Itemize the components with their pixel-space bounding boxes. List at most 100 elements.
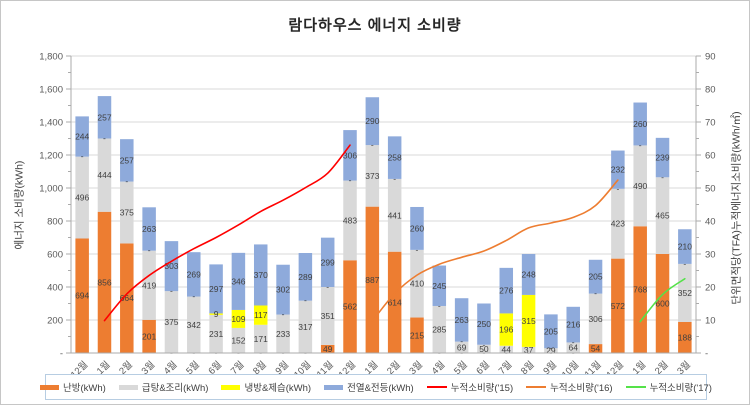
bar-value-label: 50 xyxy=(479,344,489,354)
bar-value-label: 201 xyxy=(142,331,156,341)
bar-segment xyxy=(499,267,514,314)
bar-segment xyxy=(343,260,357,353)
y-right-tick-label: 40 xyxy=(705,217,716,228)
bar-zero-label: - xyxy=(170,286,173,296)
bar-value-label: 297 xyxy=(209,284,223,294)
bar-segment xyxy=(253,244,268,306)
bar-segment xyxy=(97,96,112,139)
bar-segment xyxy=(544,314,558,349)
bar-segment xyxy=(320,287,335,345)
bar-segment xyxy=(120,139,134,182)
bar-segment xyxy=(566,306,580,343)
bar-value-label: 306 xyxy=(588,314,602,324)
bar-segment xyxy=(298,253,313,301)
bar-value-label: 370 xyxy=(254,270,268,280)
cumulative-line xyxy=(639,277,686,323)
bar-value-label: 44 xyxy=(502,344,512,354)
bar-value-label: 572 xyxy=(611,301,625,311)
legend-item-cumulative-16: 누적소비량('16) xyxy=(526,380,613,394)
bar-value-label: 352 xyxy=(678,288,692,298)
legend-label: 냉방&제습(kWh) xyxy=(244,383,312,394)
bar-zero-label: - xyxy=(349,175,352,185)
bar-zero-label: - xyxy=(661,172,664,182)
bar-segment xyxy=(678,263,692,322)
bar-value-label: 289 xyxy=(298,272,312,282)
bar-value-label: 233 xyxy=(276,329,290,339)
bar-segment xyxy=(365,145,380,207)
bar-value-label: 210 xyxy=(678,242,692,252)
y-right-tick-label: 80 xyxy=(705,85,716,96)
legend-label: 난방(kWh) xyxy=(63,383,106,394)
bar-zero-label: - xyxy=(81,151,84,161)
bar-value-label: 768 xyxy=(633,285,647,295)
bar-value-label: 257 xyxy=(120,155,134,165)
bar-segment xyxy=(343,130,357,181)
y-right-tick-label: 10 xyxy=(705,316,716,327)
y-left-tick-label: 1,000 xyxy=(39,184,63,195)
bar-value-label: 351 xyxy=(321,311,335,321)
bar-segment xyxy=(320,237,335,287)
bar-value-label: 614 xyxy=(388,297,402,307)
bar-segment xyxy=(120,181,134,244)
bar-value-label: 245 xyxy=(432,281,446,291)
bar-value-label: 205 xyxy=(588,272,602,282)
bar-value-label: 887 xyxy=(365,275,379,285)
bar-value-label: 37 xyxy=(524,345,534,355)
y-axis-right: - 10 20 30 40 50 60 70 80 90 xyxy=(696,52,716,360)
bar-value-label: 444 xyxy=(97,170,111,180)
y-left-tick-label: 200 xyxy=(47,316,63,327)
y-left-tick-label: - xyxy=(60,349,63,360)
bar-value-label: 285 xyxy=(432,324,446,334)
bar-segment xyxy=(320,344,335,353)
bar-value-label: 260 xyxy=(410,223,424,233)
bar-value-label: 244 xyxy=(75,132,89,142)
bar-segment xyxy=(588,293,603,345)
legend-item-cooling-dehumid: 냉방&제습(kWh) xyxy=(221,380,311,394)
bar-segment xyxy=(209,314,223,353)
bar-segment xyxy=(75,238,89,353)
cumulative-17-line-icon xyxy=(625,386,646,388)
bar-zero-label: - xyxy=(192,291,195,301)
legend-label: 누적소비량('17) xyxy=(649,383,712,394)
bar-value-label: 239 xyxy=(655,153,669,163)
bar-segment xyxy=(588,259,603,294)
cumulative-line xyxy=(371,179,619,322)
bar-segment xyxy=(142,250,156,320)
bar-value-label: 317 xyxy=(298,322,312,332)
bar-value-label: 232 xyxy=(611,165,625,175)
bar-value-label: 306 xyxy=(343,150,357,160)
bar-value-label: 257 xyxy=(97,112,111,122)
bar-segment xyxy=(499,313,514,346)
bar-zero-label: - xyxy=(572,337,575,347)
chart-title: 람다하우스 에너지 소비량 xyxy=(288,17,462,34)
bar-value-label: 29 xyxy=(546,346,556,356)
bar-segment xyxy=(655,177,670,254)
bar-value-label: 205 xyxy=(544,326,558,336)
bar-segment xyxy=(298,300,313,353)
bar-value-label: 54 xyxy=(591,344,601,354)
bar-segment xyxy=(253,305,268,325)
bar-value-label: 290 xyxy=(365,116,379,126)
bar-zero-label: - xyxy=(438,300,441,310)
y-left-tick-label: 800 xyxy=(47,217,63,228)
bar-value-label: 410 xyxy=(410,279,424,289)
bar-value-label: 299 xyxy=(321,257,335,267)
bar-segment xyxy=(365,97,380,146)
bar-segment xyxy=(231,252,246,310)
bar-segment xyxy=(276,264,290,315)
bar-segment xyxy=(164,241,179,292)
bar-segment xyxy=(432,305,447,353)
bar-segment xyxy=(611,258,625,353)
legend-item-cumulative-17: 누적소비량('17) xyxy=(625,380,712,394)
bar-value-label: 373 xyxy=(365,171,379,181)
bar-value-label: 109 xyxy=(231,314,245,324)
bar-segment xyxy=(387,251,402,353)
y-left-tick-label: 1,400 xyxy=(39,118,63,129)
bar-segment xyxy=(253,324,268,353)
bar-zero-label: - xyxy=(393,173,396,183)
bar-value-label: 856 xyxy=(97,277,111,287)
bar-zero-label: - xyxy=(616,183,619,193)
bar-value-label: 64 xyxy=(568,343,578,353)
bar-segment xyxy=(432,265,447,306)
y-left-tick-label: 400 xyxy=(47,283,63,294)
